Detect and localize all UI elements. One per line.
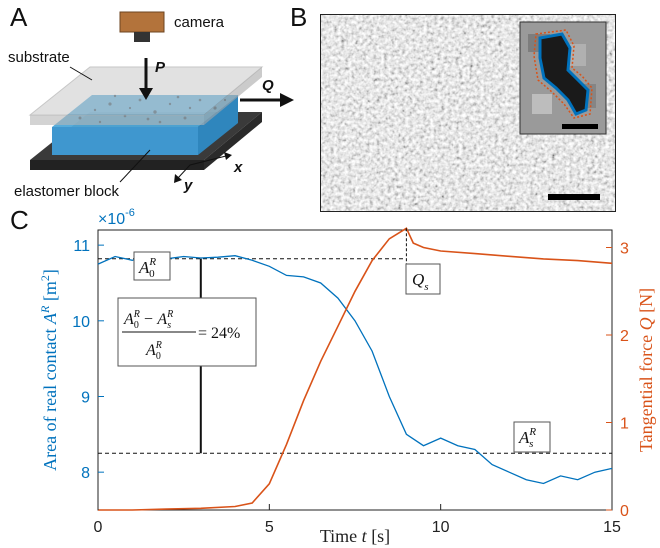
x-axis-title: Time t [s] [320, 526, 390, 546]
svg-text:AR0: AR 0 [145, 340, 162, 362]
panel-letter-c: C [10, 205, 29, 235]
left-tick-label-0: 8 [81, 465, 90, 482]
svg-text:AR0: AR 0 [138, 256, 156, 280]
tangential-force-label: Q [262, 77, 274, 94]
series-line-left [97, 253, 613, 485]
right-tick-label-1: 1 [620, 416, 629, 433]
plot-frame [97, 229, 613, 511]
panel-letter-b: B [290, 2, 308, 32]
svg-text:= 24%: = 24% [198, 325, 240, 342]
substrate-label: substrate [8, 49, 70, 66]
right-tick-label-0: 0 [620, 503, 629, 520]
schematic-panel: camera substrate P Q elastomer block x y [8, 11, 294, 200]
normal-force-label: P [155, 59, 166, 76]
inset-zoom [519, 21, 607, 135]
elastomer-label: elastomer block [14, 183, 120, 200]
svg-text:ARs: AR s [518, 426, 536, 450]
left-axis-title: Area of real contact AR [m2] [38, 269, 60, 471]
camera-body [119, 11, 165, 33]
camera-lens [134, 32, 150, 42]
a0-annotation: AR 0 [133, 251, 171, 281]
scale-bar [548, 194, 600, 200]
as-annotation: AR s [513, 421, 551, 453]
inset-scale-bar [562, 124, 598, 129]
x-tick-label-2: 10 [432, 519, 450, 536]
left-tick-label-3: 11 [73, 238, 90, 255]
right-tick-label-2: 2 [620, 328, 629, 345]
ratio-formula: AR 0 − AR s AR 0 = 24% [117, 297, 257, 367]
axis-x-arrow [189, 155, 227, 166]
svg-text:Qs: Qs [412, 270, 429, 293]
left-tick-label-2: 10 [72, 314, 90, 331]
left-axis-exponent: ×10-6 [98, 207, 135, 228]
contact-area-force-chart: ×10-6 0 5 10 15 8 9 10 11 0 1 2 3 AR 0 AR s Qs AR 0 − … [38, 207, 656, 546]
right-tick-label-3: 3 [620, 241, 629, 258]
svg-text:AR0 − ARs: AR 0 − AR s [123, 309, 173, 331]
left-tick-label-1: 9 [81, 389, 90, 406]
elastomer-block-front [52, 127, 198, 155]
axis-y-arrow [177, 164, 191, 179]
right-axis-title: Tangential force Q [N] [636, 288, 656, 452]
micrograph-panel [320, 14, 616, 212]
x-tick-label-3: 15 [603, 519, 621, 536]
x-tick-label-1: 5 [265, 519, 274, 536]
axis-x-label: x [233, 159, 243, 176]
series-line-right [98, 227, 613, 511]
panel-letter-a: A [10, 2, 28, 32]
axis-y-label: y [183, 177, 193, 194]
x-tick-label-0: 0 [94, 519, 103, 536]
qs-annotation: Qs [405, 263, 441, 295]
camera-label: camera [174, 14, 225, 31]
